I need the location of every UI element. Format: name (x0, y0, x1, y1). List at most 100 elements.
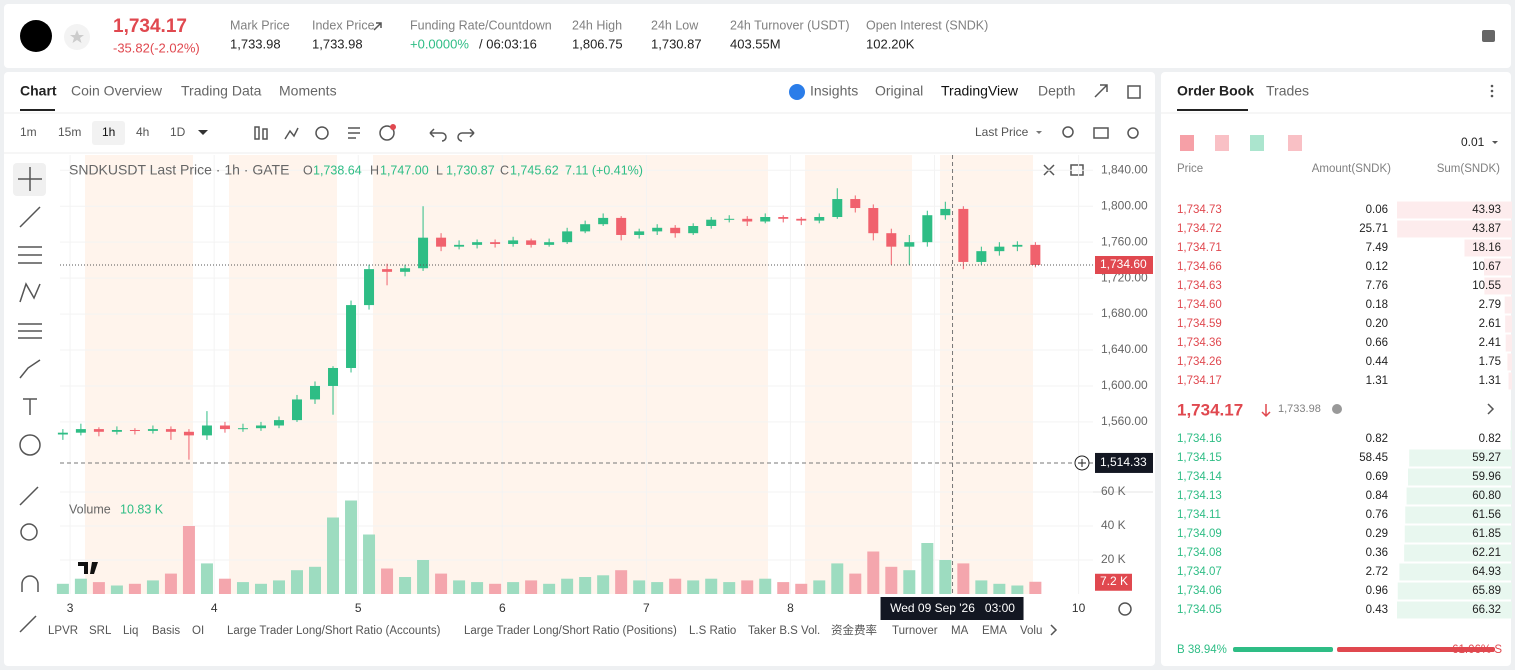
replay-icon[interactable] (315, 126, 329, 140)
indicator-tab[interactable]: MA (951, 625, 969, 637)
link-icon[interactable] (373, 22, 382, 31)
badge (390, 124, 396, 130)
brush-tool[interactable] (19, 359, 41, 379)
add-icon[interactable] (379, 125, 395, 141)
y2-tick-label: 20 K (1101, 552, 1126, 566)
indicator-tab[interactable]: Large Trader Long/Short Ratio (Accounts) (227, 625, 441, 637)
depth-bar (1404, 525, 1512, 543)
view-tab[interactable]: Insights (810, 83, 858, 99)
last-price-label: 1,734.60 (1100, 257, 1147, 271)
zoom-tool[interactable] (20, 523, 38, 541)
depth-bar (1409, 449, 1512, 467)
order-sum: 1.75 (1479, 356, 1501, 368)
indicator-tab[interactable]: EMA (982, 625, 1007, 637)
undo-icon[interactable] (429, 128, 447, 142)
view-icon[interactable] (1250, 135, 1264, 151)
chart-settings-icon[interactable] (1118, 602, 1132, 616)
projection-tool[interactable] (18, 323, 42, 339)
order-sum: 60.80 (1472, 490, 1501, 502)
ohlc-label: L (436, 163, 443, 177)
view-icon[interactable] (1215, 135, 1229, 151)
indicator-tab[interactable]: Turnover (892, 625, 938, 637)
dropdown-icon (1036, 131, 1042, 134)
interval[interactable]: 15m (58, 125, 81, 139)
volume-bar (687, 580, 700, 594)
search-icon[interactable] (1062, 126, 1074, 138)
session-shade (229, 155, 337, 594)
fib-tool[interactable] (18, 246, 42, 264)
crosshair-tool[interactable] (18, 167, 42, 191)
emoji-tool[interactable] (19, 434, 41, 456)
chart-tab[interactable]: Chart (20, 83, 57, 99)
volume-bar (741, 580, 754, 594)
orderbook-tab[interactable]: Order Book (1177, 83, 1254, 99)
interval[interactable]: 1D (170, 125, 186, 139)
interval[interactable]: 4h (136, 125, 149, 139)
scroll-right[interactable] (1050, 624, 1058, 636)
expand-icon[interactable] (1094, 84, 1108, 98)
x-tick-label: 4 (211, 601, 218, 615)
indicator-tab[interactable]: L.S Ratio (689, 625, 736, 637)
indicator-tab[interactable]: Basis (152, 625, 180, 637)
dropdown-icon (1492, 141, 1498, 144)
stat-value: +0.0000% (410, 36, 469, 51)
volume-bar (831, 563, 844, 594)
indicator-tab[interactable]: SRL (89, 625, 112, 637)
orderbook-last: 1,734.17 (1177, 400, 1243, 419)
orderbook-tab[interactable]: Trades (1266, 83, 1309, 99)
menu-dot[interactable] (1490, 84, 1494, 88)
camera-icon[interactable] (1093, 127, 1109, 139)
volume-bar (777, 582, 790, 594)
window-icon[interactable] (1127, 85, 1141, 99)
candle-body (814, 217, 825, 221)
candle-body (832, 199, 843, 218)
indicator-tab[interactable]: Volu (1020, 625, 1042, 637)
volume-bar (813, 580, 826, 594)
order-sum: 61.56 (1472, 509, 1501, 521)
indicator-tab[interactable]: Taker B.S Vol. (748, 625, 820, 637)
x-tick-label: 5 (355, 601, 362, 615)
candles-icon[interactable] (254, 126, 260, 140)
view-tab[interactable]: Depth (1038, 83, 1075, 99)
line-tool[interactable] (19, 206, 41, 228)
chart-tab[interactable]: Trading Data (181, 83, 262, 99)
indicator-tab[interactable]: Large Trader Long/Short Ratio (Positions… (464, 625, 677, 637)
chart-tab[interactable]: Moments (279, 83, 337, 99)
crosshair-price-label: 1,514.33 (1100, 455, 1147, 469)
view-icon[interactable] (1180, 135, 1194, 151)
column-header: Price (1177, 163, 1203, 175)
candles-icon[interactable] (262, 128, 268, 140)
precision[interactable]: 0.01 (1461, 135, 1485, 149)
volume-bar (272, 580, 285, 594)
text-tool[interactable] (23, 398, 37, 415)
indicator-tab[interactable]: LPVR (48, 625, 78, 637)
volume-bar (723, 582, 736, 594)
chart-tab[interactable]: Coin Overview (71, 83, 163, 99)
header-icon[interactable] (1482, 30, 1495, 42)
pattern-tool[interactable] (19, 282, 41, 303)
indicator-icon[interactable] (284, 127, 299, 140)
indicator-tab[interactable]: 资金费率 (831, 623, 877, 637)
indicator-tab[interactable]: Liq (123, 625, 138, 637)
ruler-tool[interactable] (19, 486, 39, 506)
view-tab[interactable]: Original (875, 83, 923, 99)
view-tab[interactable]: TradingView (941, 83, 1019, 99)
pencil-tool[interactable] (19, 615, 37, 633)
indicator-tab[interactable]: OI (192, 625, 204, 637)
interval[interactable]: 1h (102, 125, 115, 139)
price-source[interactable]: Last Price (975, 125, 1029, 139)
interval[interactable]: 1m (20, 125, 37, 139)
template-icon[interactable] (348, 127, 360, 139)
view-icon[interactable] (1288, 135, 1302, 151)
dropdown-icon[interactable] (198, 130, 208, 135)
order-sum: 64.93 (1472, 566, 1501, 578)
candle-body (57, 432, 68, 435)
plus-icon (1078, 458, 1086, 467)
candle-body (364, 269, 375, 306)
redo-icon[interactable] (457, 128, 475, 142)
expand-row[interactable] (1487, 403, 1495, 415)
settings-icon[interactable] (1127, 127, 1139, 139)
volume-bar (290, 570, 303, 594)
magnet-tool[interactable] (21, 575, 39, 592)
volume-bar (435, 573, 448, 594)
